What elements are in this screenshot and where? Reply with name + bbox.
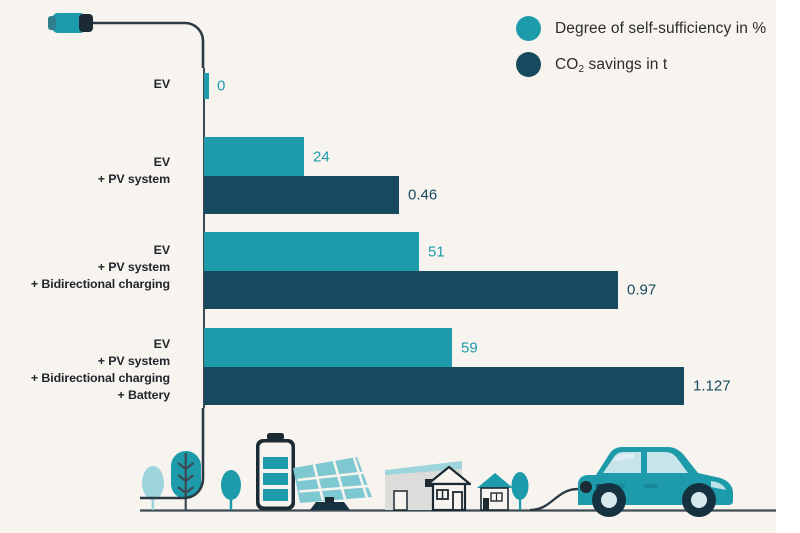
bar-navy-ev-pv[interactable] — [204, 176, 399, 214]
charge-port-icon — [580, 481, 592, 493]
house-icon — [426, 465, 472, 512]
bar-value-teal-ev-pv-bidi-battery: 59 — [461, 339, 478, 356]
legend-label-co2-savings: CO2 savings in t — [555, 55, 668, 75]
bar-value-navy-ev-pv-bidi-battery: 1.127 — [693, 377, 731, 395]
label-line: EV — [153, 337, 170, 351]
barline-teal-ev-pv-bidi: 51 — [204, 232, 618, 271]
bars-ev-pv-bidi-battery: 59 1.127 — [204, 328, 731, 405]
illustration-scene — [140, 433, 780, 517]
solar-panel-icon — [293, 457, 372, 510]
bar-navy-ev-pv-bidi-battery[interactable] — [204, 367, 684, 405]
legend-dot-teal-icon — [516, 16, 541, 41]
bar-teal-ev-pv-bidi-battery[interactable] — [204, 328, 452, 367]
label-line: + PV system — [97, 260, 170, 274]
tree-small-pale-icon — [142, 466, 164, 510]
label-line: + Bidirectional charging — [30, 371, 170, 385]
label-line: + PV system — [97, 354, 170, 368]
bars-ev-pv: 24 0.46 — [204, 137, 437, 214]
bar-group-label-ev-pv: EV + PV system — [10, 154, 170, 188]
bars-ev-pv-bidi: 51 0.97 — [204, 232, 656, 309]
legend-dot-navy-icon — [516, 52, 541, 77]
bar-teal-ev[interactable] — [204, 73, 209, 99]
barline-navy-ev-pv-bidi-battery: 1.127 — [204, 367, 731, 405]
tree-teal-right-icon — [511, 472, 529, 510]
battery-icon — [256, 433, 295, 510]
charging-cable — [90, 21, 205, 68]
legend-label-self-sufficiency: Degree of self-sufficiency in % — [555, 19, 767, 37]
bar-value-navy-ev-pv: 0.46 — [408, 186, 438, 204]
bar-value-navy-ev-pv-bidi: 0.97 — [627, 281, 657, 299]
tree-fir-icon — [171, 451, 201, 510]
bar-group-label-ev-pv-bidi-battery: EV + PV system + Bidirectional charging … — [10, 336, 170, 404]
label-line: + Battery — [117, 388, 171, 402]
label-line: + Bidirectional charging — [30, 277, 170, 291]
barline-teal-ev: 0 — [204, 73, 225, 99]
label-line: EV — [153, 155, 170, 169]
label-line: EV — [153, 243, 170, 257]
bar-group-label-ev-pv-bidi: EV + PV system + Bidirectional charging — [10, 242, 170, 293]
electric-car-icon — [578, 447, 733, 517]
charging-cord — [529, 487, 600, 512]
bar-group-label-ev: EV — [10, 76, 170, 93]
label-line: EV — [153, 77, 170, 91]
bar-value-teal-ev-pv: 24 — [313, 148, 330, 165]
bar-value-teal-ev-pv-bidi: 51 — [428, 243, 445, 260]
chart-axis-line — [203, 68, 205, 408]
barline-navy-ev-pv: 0.46 — [204, 176, 437, 214]
bars-ev: 0 — [204, 73, 225, 99]
tree-teal-icon — [221, 470, 241, 510]
right-white-margin — [776, 0, 800, 533]
chart-legend: Degree of self-sufficiency in % CO2 savi… — [516, 16, 766, 77]
charging-plug-icon — [48, 13, 93, 33]
barline-navy-ev-pv-bidi: 0.97 — [204, 271, 656, 309]
legend-label-subscript: 2 — [578, 63, 585, 75]
bar-value-teal-ev: 0 — [217, 77, 226, 95]
small-house-icon — [477, 473, 513, 511]
label-line: + PV system — [97, 172, 170, 186]
barline-teal-ev-pv-bidi-battery: 59 — [204, 328, 684, 367]
barline-teal-ev-pv: 24 — [204, 137, 399, 176]
legend-item-self-sufficiency: Degree of self-sufficiency in % — [516, 16, 766, 41]
bar-teal-ev-pv-bidi[interactable] — [204, 232, 419, 271]
legend-item-co2-savings: CO2 savings in t — [516, 52, 766, 77]
bar-navy-ev-pv-bidi[interactable] — [204, 271, 618, 309]
bar-teal-ev-pv[interactable] — [204, 137, 304, 176]
